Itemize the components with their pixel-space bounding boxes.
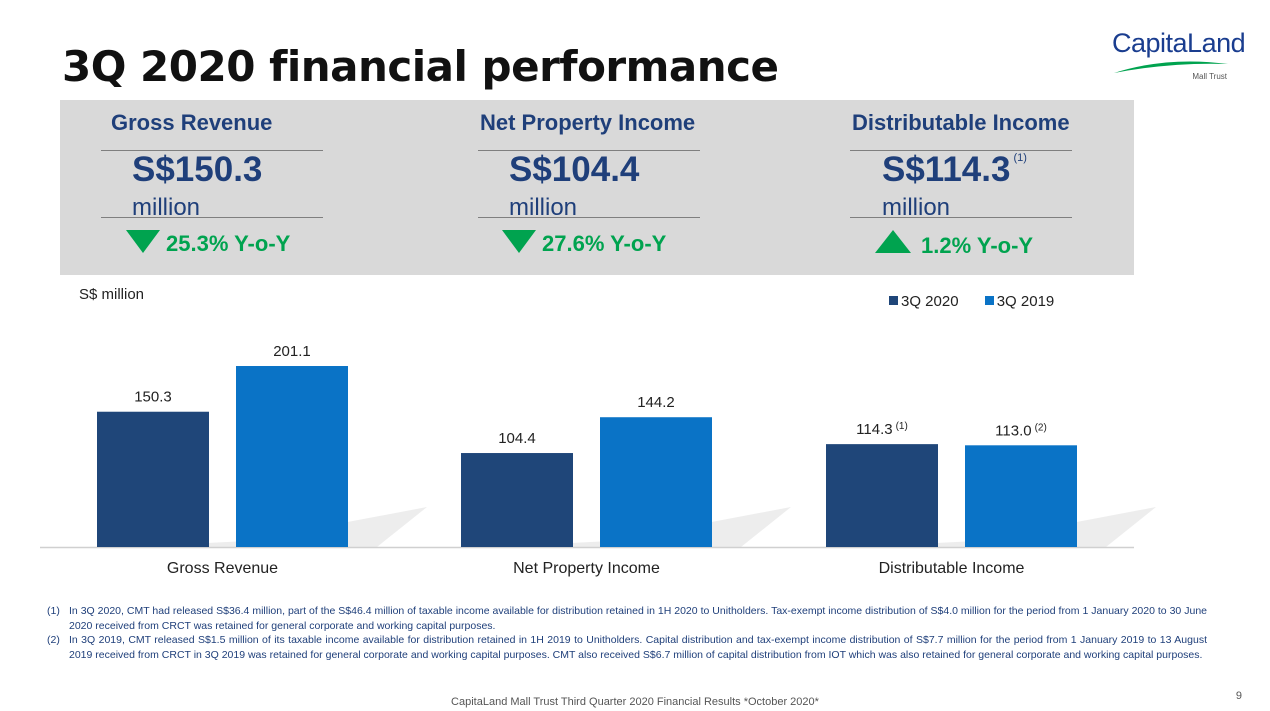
bar-3q-2019: [965, 445, 1077, 547]
kpi-unit: million: [132, 194, 201, 221]
kpi-gross-revenue: Gross Revenue S$150.3 million 25.3% Y-o-…: [101, 100, 361, 275]
legend-swatch: [889, 296, 898, 305]
divider: [850, 217, 1072, 218]
capitaland-logo: CapitaLand Mall Trust: [1112, 28, 1246, 88]
footnote-ref: (1): [1013, 152, 1027, 164]
kpi-value: S$114.3 (1): [882, 150, 1027, 189]
page-number: 9: [1235, 690, 1242, 702]
chart-y-label: S$ million: [79, 286, 145, 303]
category-label: Distributable Income: [879, 560, 1025, 577]
bar-3q-2019: [600, 417, 712, 547]
legend-item-3q2019: 3Q 2019: [984, 293, 1054, 310]
kpi-distributable-income: Distributable Income S$114.3 (1) million …: [850, 100, 1110, 275]
bar-shadow: [127, 507, 427, 547]
kpi-unit: million: [882, 194, 951, 221]
kpi-summary-panel: Gross Revenue S$150.3 million 25.3% Y-o-…: [60, 100, 1134, 275]
divider: [478, 217, 700, 218]
down-arrow-icon: [126, 230, 160, 253]
kpi-change: 25.3% Y-o-Y: [126, 230, 290, 257]
kpi-label: Gross Revenue: [111, 110, 273, 135]
footnote-1: (1) In 3Q 2020, CMT had released S$36.4 m…: [47, 605, 1207, 632]
divider: [478, 150, 700, 151]
bar-3q-2020: [97, 411, 209, 547]
kpi-value: S$150.3: [132, 150, 263, 189]
logo-subtitle: Mall Trust: [1192, 72, 1227, 81]
page-title: 3Q 2020 financial performance: [62, 42, 779, 91]
bar-chart: 150.3 201.1 Gross Revenue 104.4 144.2 Net Pro…: [40, 343, 1156, 577]
divider: [850, 150, 1072, 151]
data-label: 104.4: [498, 430, 536, 447]
kpi-label: Distributable Income: [852, 110, 1070, 135]
data-label: 113.0 (2): [995, 422, 1047, 439]
footnote-2: (2) In 3Q 2019, CMT released S$1.5 millio…: [47, 634, 1207, 661]
category-label: Net Property Income: [513, 560, 660, 577]
kpi-change: 27.6% Y-o-Y: [502, 230, 666, 257]
chart-legend: 3Q 2020 3Q 2019: [889, 293, 1076, 310]
up-arrow-icon: [875, 230, 911, 253]
category-label: Gross Revenue: [167, 560, 278, 577]
bar-shadow: [491, 507, 791, 547]
bar-shadow: [856, 507, 1156, 547]
kpi-value: S$104.4: [509, 150, 640, 189]
legend-item-3q2020: 3Q 2020: [889, 293, 959, 310]
data-label: 144.2: [637, 394, 675, 411]
bar-3q-2020: [826, 444, 938, 547]
slide-footer: CapitaLand Mall Trust Third Quarter 2020…: [451, 696, 819, 708]
divider: [101, 150, 323, 151]
down-arrow-icon: [502, 230, 536, 253]
footnote-ref: (2): [1035, 422, 1047, 433]
bar-3q-2019: [236, 366, 348, 547]
logo-swoosh-icon: [1114, 61, 1228, 73]
data-label: 201.1: [273, 343, 311, 360]
footnote-ref: (1): [896, 421, 908, 432]
kpi-unit: million: [509, 194, 578, 221]
kpi-label: Net Property Income: [480, 110, 696, 135]
bar-3q-2020: [461, 453, 573, 547]
kpi-net-property-income: Net Property Income S$104.4 million 27.6…: [478, 100, 738, 275]
kpi-change: 1.2% Y-o-Y: [875, 230, 1033, 259]
divider: [101, 217, 323, 218]
data-label: 114.3 (1): [856, 421, 908, 438]
footnotes: (1) In 3Q 2020, CMT had released S$36.4 m…: [47, 604, 1207, 662]
logo-name: CapitaLand: [1112, 28, 1246, 58]
data-label: 150.3: [134, 389, 172, 406]
legend-swatch: [984, 296, 994, 305]
